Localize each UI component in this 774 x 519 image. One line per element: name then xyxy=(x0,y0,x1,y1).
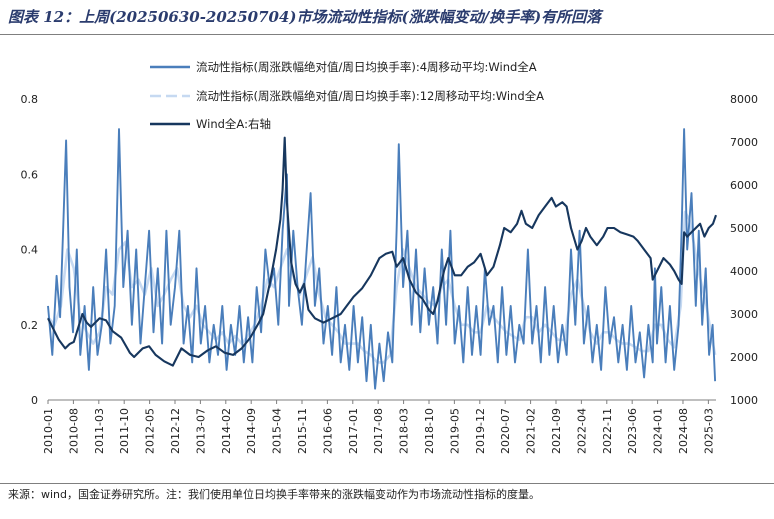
legend-label: 流动性指标(周涨跌幅绝对值/周日均换手率):12周移动平均:Wind全A xyxy=(196,89,544,103)
y-left-tick-label: 0 xyxy=(31,394,38,407)
y-right-tick-label: 3000 xyxy=(730,308,758,321)
legend-label: Wind全A:右轴 xyxy=(196,117,271,131)
chart-series xyxy=(47,128,717,390)
y-right-tick-label: 7000 xyxy=(730,136,758,149)
x-tick-label: 2022-04 xyxy=(575,408,588,454)
x-tick-label: 2018-10 xyxy=(423,408,436,454)
x-tick-label: 2020-07 xyxy=(499,408,512,454)
chart-axes: 0 0.2 0.4 0.6 0.8 1000 2000 3000 4000 5000 6000 700… xyxy=(21,93,759,454)
x-tick-label: 2015-04 xyxy=(271,408,284,454)
page-title: 图表 12：上周(20250630-20250704)市场流动性指标(涨跌幅变动… xyxy=(8,8,602,26)
x-tick-label: 2014-02 xyxy=(220,408,233,454)
source-note: 来源：wind，国金证券研究所。注：我们使用单位日均换手率带来的涨跌幅变动作为市… xyxy=(8,488,541,501)
y-right-tick-label: 2000 xyxy=(730,351,758,364)
x-tick-label: 2021-02 xyxy=(525,408,538,454)
y-right-tick-label: 8000 xyxy=(730,93,758,106)
x-tick-label: 2012-05 xyxy=(144,408,157,454)
bottom-divider xyxy=(0,483,774,484)
x-tick-label: 2010-08 xyxy=(67,408,80,454)
chart-legend: 流动性指标(周涨跌幅绝对值/周日均换手率):4周移动平均:Wind全A 流动性指标… xyxy=(150,60,544,131)
y-left-tick-label: 0.2 xyxy=(21,319,39,332)
x-tick-label: 2017-08 xyxy=(372,408,385,454)
x-tick-label: 2011-03 xyxy=(93,408,106,454)
x-tick-label: 2011-10 xyxy=(118,408,131,454)
series-line-ma4 xyxy=(47,128,717,390)
x-tick-label: 2023-06 xyxy=(626,408,639,454)
y-left-tick-label: 0.8 xyxy=(21,93,39,106)
x-tick-label: 2015-11 xyxy=(296,408,309,454)
y-left-tick-label: 0.6 xyxy=(21,168,39,181)
x-tick-label: 2016-06 xyxy=(321,408,334,454)
x-tick-label: 2025-03 xyxy=(702,408,715,454)
x-tick-label: 2010-01 xyxy=(42,408,55,454)
x-tick-label: 2024-08 xyxy=(677,408,690,454)
x-tick-label: 2012-12 xyxy=(169,408,182,454)
y-right-tick-label: 1000 xyxy=(730,394,758,407)
y-right-tick-label: 4000 xyxy=(730,265,758,278)
x-tick-label: 2022-11 xyxy=(601,408,614,454)
x-tick-label: 2013-07 xyxy=(194,408,207,454)
x-tick-label: 2021-09 xyxy=(550,408,563,454)
y-left-tick-label: 0.4 xyxy=(21,244,39,257)
series-line-wind-all-a xyxy=(47,136,717,367)
y-right-tick-label: 5000 xyxy=(730,222,758,235)
x-tick-label: 2019-05 xyxy=(448,408,461,454)
legend-label: 流动性指标(周涨跌幅绝对值/周日均换手率):4周移动平均:Wind全A xyxy=(196,60,537,74)
x-tick-label: 2017-01 xyxy=(347,408,360,454)
y-right-tick-label: 6000 xyxy=(730,179,758,192)
x-tick-label: 2019-12 xyxy=(474,408,487,454)
series-line-ma12 xyxy=(47,210,717,364)
x-tick-label: 2024-01 xyxy=(652,408,665,454)
x-tick-label: 2014-09 xyxy=(245,408,258,454)
top-divider xyxy=(0,34,774,35)
x-tick-label: 2018-03 xyxy=(398,408,411,454)
